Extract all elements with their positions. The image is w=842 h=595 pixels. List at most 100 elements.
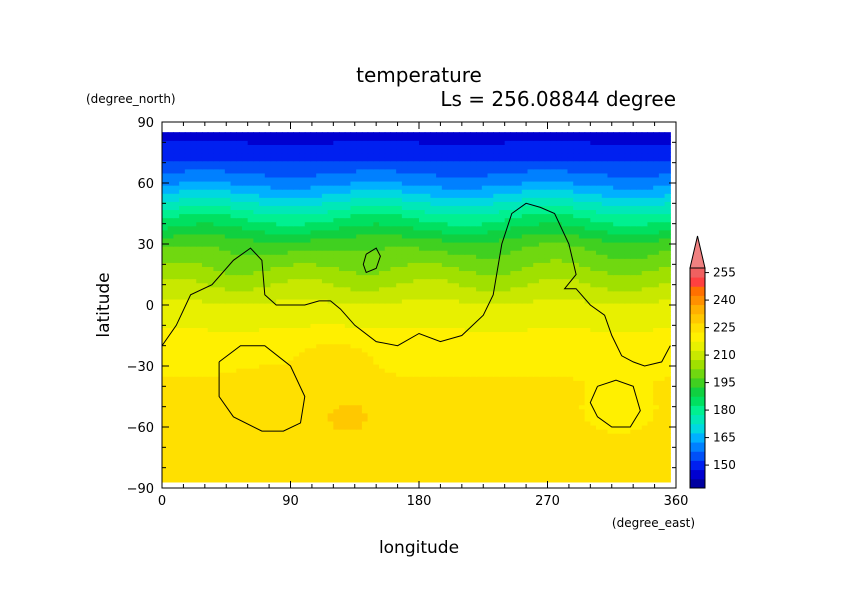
field-cell bbox=[167, 437, 175, 442]
field-cell bbox=[321, 311, 329, 316]
field-cell bbox=[201, 437, 209, 442]
field-cell bbox=[344, 396, 352, 402]
field-cell bbox=[601, 453, 609, 459]
field-cell bbox=[287, 453, 294, 459]
field-cell bbox=[596, 461, 603, 467]
field-cell bbox=[458, 335, 466, 341]
field-cell bbox=[538, 343, 546, 349]
field-cell bbox=[196, 429, 203, 434]
field-cell bbox=[430, 262, 437, 267]
field-cell bbox=[413, 270, 420, 276]
field-cell bbox=[316, 319, 323, 324]
field-cell bbox=[453, 254, 460, 259]
field-cell bbox=[481, 465, 489, 471]
field-cell bbox=[304, 441, 312, 446]
field-cell bbox=[647, 298, 654, 304]
field-cell bbox=[630, 258, 637, 263]
field-cell bbox=[190, 469, 197, 475]
field-cell bbox=[167, 453, 175, 459]
field-cell bbox=[647, 351, 654, 357]
field-cell bbox=[344, 412, 352, 418]
field-cell bbox=[493, 445, 500, 450]
field-cell bbox=[350, 327, 357, 333]
field-cell bbox=[590, 388, 597, 394]
field-cell bbox=[653, 384, 660, 389]
field-cell bbox=[653, 282, 660, 288]
field-cell bbox=[299, 359, 306, 365]
field-cell bbox=[447, 262, 454, 267]
field-cell bbox=[367, 441, 374, 446]
field-cell bbox=[664, 437, 671, 442]
field-cell bbox=[167, 250, 175, 255]
field-cell bbox=[339, 384, 346, 389]
field-cell bbox=[436, 323, 443, 328]
field-cell bbox=[259, 286, 266, 292]
field-cell bbox=[636, 319, 643, 324]
field-cell bbox=[481, 319, 489, 324]
field-cell bbox=[276, 298, 283, 304]
field-cell bbox=[236, 384, 243, 389]
field-cell bbox=[270, 408, 277, 414]
field-cell bbox=[219, 355, 226, 361]
field-cell bbox=[441, 351, 449, 357]
field-cell bbox=[162, 331, 169, 337]
field-cell bbox=[230, 388, 237, 394]
field-cell bbox=[538, 282, 546, 288]
field-cell bbox=[470, 376, 477, 381]
field-cell bbox=[487, 331, 494, 337]
field-cell bbox=[544, 290, 551, 296]
field-cell bbox=[196, 380, 203, 385]
field-cell bbox=[498, 429, 506, 434]
field-cell bbox=[276, 433, 283, 438]
field-cell bbox=[219, 258, 226, 263]
field-cell bbox=[458, 327, 466, 333]
field-cell bbox=[224, 351, 232, 357]
field-cell bbox=[476, 396, 483, 402]
field-cell bbox=[390, 278, 397, 284]
field-cell bbox=[658, 465, 666, 471]
field-cell bbox=[447, 307, 454, 312]
field-cell bbox=[236, 469, 243, 475]
field-cell bbox=[464, 429, 471, 434]
field-cell bbox=[327, 404, 334, 410]
field-cell bbox=[213, 254, 220, 259]
field-cell bbox=[367, 302, 374, 308]
field-cell bbox=[544, 453, 551, 459]
field-cell bbox=[299, 351, 306, 357]
field-cell bbox=[190, 473, 197, 479]
field-cell bbox=[533, 294, 540, 300]
field-cell bbox=[167, 388, 175, 394]
field-cell bbox=[624, 343, 631, 349]
field-cell bbox=[179, 445, 186, 450]
field-cell bbox=[413, 339, 420, 345]
field-cell bbox=[367, 282, 374, 288]
field-cell bbox=[493, 266, 500, 272]
field-cell bbox=[436, 278, 443, 284]
field-cell bbox=[310, 307, 317, 312]
field-cell bbox=[556, 355, 563, 361]
field-cell bbox=[487, 302, 494, 308]
field-cell bbox=[304, 469, 312, 475]
field-cell bbox=[590, 311, 597, 316]
field-cell bbox=[207, 372, 214, 377]
field-cell bbox=[379, 465, 386, 471]
field-cell bbox=[567, 266, 574, 272]
field-cell bbox=[167, 424, 175, 430]
field-cell bbox=[658, 270, 666, 276]
field-cell bbox=[493, 262, 500, 267]
field-cell bbox=[613, 278, 620, 284]
field-cell bbox=[367, 433, 374, 438]
field-cell bbox=[556, 473, 563, 479]
field-cell bbox=[664, 302, 671, 308]
field-cell bbox=[624, 355, 631, 361]
field-cell bbox=[270, 254, 277, 259]
field-cell bbox=[578, 408, 586, 414]
field-cell bbox=[179, 449, 186, 455]
field-cell bbox=[533, 433, 540, 438]
field-cell bbox=[533, 469, 540, 475]
field-cell bbox=[367, 294, 374, 300]
field-cell bbox=[596, 445, 603, 450]
field-cell bbox=[430, 453, 437, 459]
field-cell bbox=[390, 258, 397, 263]
field-cell bbox=[184, 359, 192, 365]
